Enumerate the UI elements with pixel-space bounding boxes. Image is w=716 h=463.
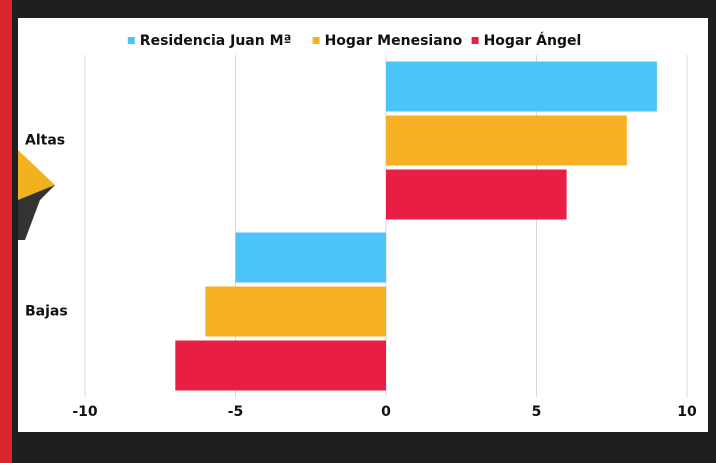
bar	[205, 286, 386, 337]
legend-label: Hogar Ángel	[484, 32, 582, 49]
bar	[386, 61, 657, 112]
bar	[175, 340, 386, 391]
x-tick-label: 0	[381, 404, 391, 420]
side-strip	[0, 0, 12, 463]
y-tick-label: Bajas	[25, 304, 68, 320]
legend-swatch	[471, 37, 479, 44]
bar	[235, 232, 386, 283]
bar	[386, 115, 627, 166]
x-tick-label: -5	[228, 404, 244, 420]
x-tick-label: -10	[72, 404, 98, 420]
x-tick-label: 10	[677, 404, 697, 420]
legend-label: Residencia Juan Mª	[140, 33, 292, 49]
bar	[386, 169, 567, 220]
legend-label: Hogar Menesiano	[325, 33, 463, 49]
decoration	[18, 185, 55, 240]
legend-swatch	[127, 37, 135, 44]
x-tick-label: 5	[532, 404, 542, 420]
y-tick-label: Altas	[25, 133, 65, 149]
legend-swatch	[312, 37, 320, 44]
